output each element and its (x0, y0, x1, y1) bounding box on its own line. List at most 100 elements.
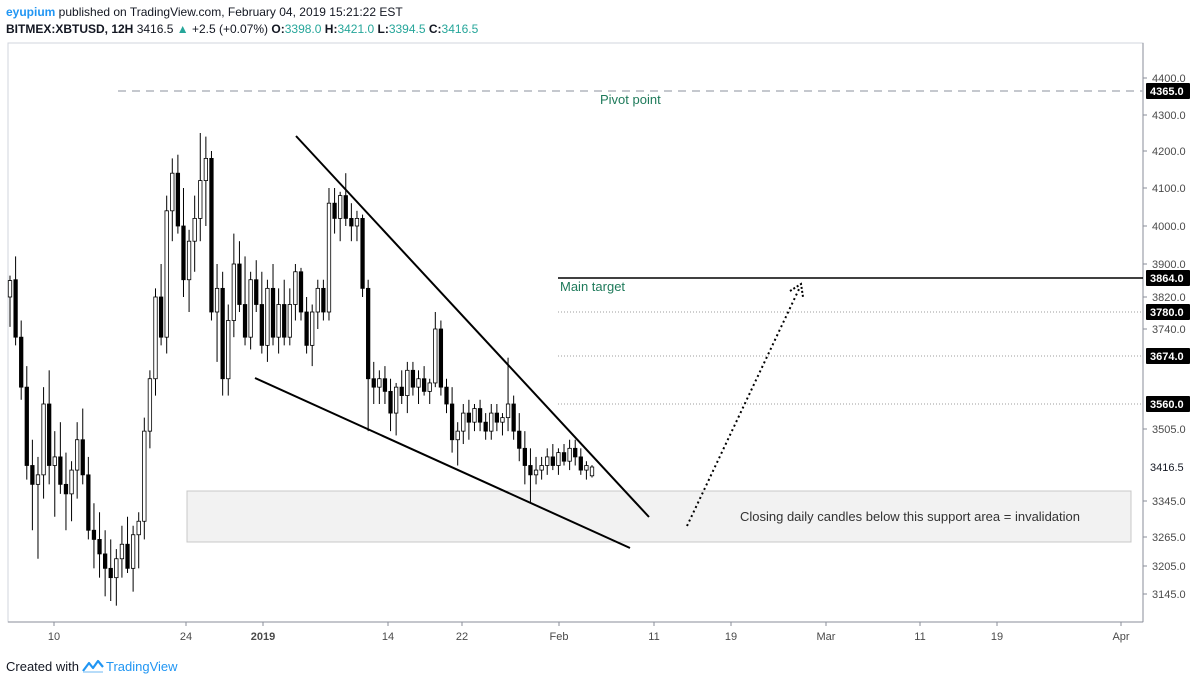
candlestick-series[interactable] (7, 133, 595, 606)
candle[interactable] (7, 275, 13, 327)
candle[interactable] (52, 431, 57, 517)
candle[interactable] (270, 264, 276, 346)
candle[interactable] (550, 444, 555, 471)
candle[interactable] (181, 188, 186, 297)
candle[interactable] (326, 188, 332, 321)
candle[interactable] (489, 404, 494, 440)
candle[interactable] (433, 312, 438, 388)
candle[interactable] (349, 203, 354, 242)
candle[interactable] (533, 456, 539, 485)
candle[interactable] (505, 357, 511, 432)
candle[interactable] (371, 361, 376, 404)
candle[interactable] (147, 370, 153, 449)
candle[interactable] (449, 387, 455, 453)
candle[interactable] (483, 413, 488, 440)
candle[interactable] (47, 370, 52, 485)
candle[interactable] (360, 214, 365, 297)
candle[interactable] (293, 264, 298, 321)
candle[interactable] (382, 366, 388, 404)
candle[interactable] (578, 448, 583, 475)
candle[interactable] (231, 233, 236, 338)
candle[interactable] (528, 448, 533, 504)
candle[interactable] (438, 320, 444, 396)
candle[interactable] (427, 378, 432, 404)
candle[interactable] (192, 195, 197, 272)
candle[interactable] (421, 366, 427, 396)
candle[interactable] (338, 191, 343, 242)
candle[interactable] (30, 439, 35, 531)
candle[interactable] (119, 525, 125, 578)
candle[interactable] (58, 422, 63, 494)
candle[interactable] (405, 361, 410, 414)
candle[interactable] (567, 439, 572, 471)
candle[interactable] (461, 404, 466, 445)
candle[interactable] (354, 210, 360, 242)
candle[interactable] (584, 461, 589, 480)
price-axis[interactable]: 4400.0 4300.0 4200.0 4100.0 4000.0 3900.0 3820… (1143, 73, 1186, 601)
candle[interactable] (186, 229, 192, 312)
candle[interactable] (321, 279, 326, 321)
candle[interactable] (164, 195, 169, 354)
candle[interactable] (114, 549, 119, 606)
candle[interactable] (226, 304, 231, 396)
candle[interactable] (254, 260, 259, 312)
author-link[interactable]: eyupium (6, 5, 56, 19)
candle[interactable] (393, 382, 399, 436)
candle[interactable] (41, 387, 46, 499)
candle[interactable] (158, 264, 164, 346)
candle[interactable] (573, 439, 578, 466)
candle[interactable] (315, 279, 320, 329)
candle[interactable] (304, 297, 309, 354)
candle[interactable] (494, 404, 500, 432)
candle[interactable] (276, 288, 281, 354)
candle[interactable] (80, 408, 85, 485)
projection-arrow[interactable] (686, 286, 801, 527)
candle[interactable] (298, 267, 304, 321)
candle[interactable] (522, 431, 527, 485)
candle[interactable] (170, 158, 175, 242)
candle[interactable] (75, 422, 80, 499)
candle[interactable] (511, 395, 516, 440)
candle[interactable] (142, 417, 147, 540)
candle[interactable] (136, 512, 141, 569)
candle[interactable] (69, 461, 74, 522)
support-zone[interactable] (186, 490, 1132, 543)
candle[interactable] (198, 133, 203, 242)
candle[interactable] (242, 256, 248, 346)
candle[interactable] (500, 413, 505, 436)
symbol-label[interactable]: BITMEX:XBTUSD, 12H (6, 22, 134, 36)
candle[interactable] (35, 456, 41, 559)
candle[interactable] (97, 512, 102, 578)
candle[interactable] (444, 378, 449, 414)
candle[interactable] (477, 399, 483, 432)
candle[interactable] (24, 366, 29, 480)
candle[interactable] (86, 456, 91, 540)
candle[interactable] (175, 154, 181, 234)
candle[interactable] (545, 448, 550, 475)
candle[interactable] (209, 151, 214, 321)
candle[interactable] (539, 456, 544, 480)
candle[interactable] (13, 256, 18, 346)
candle[interactable] (455, 422, 460, 466)
candle[interactable] (282, 279, 287, 346)
candle[interactable] (589, 465, 595, 478)
candle[interactable] (214, 264, 220, 362)
candle[interactable] (259, 271, 264, 354)
candle[interactable] (63, 452, 69, 531)
candle[interactable] (399, 370, 404, 404)
candle[interactable] (19, 320, 24, 400)
candle[interactable] (102, 530, 108, 597)
tradingview-link[interactable]: TradingView (82, 659, 178, 674)
candle[interactable] (237, 241, 242, 312)
candle[interactable] (517, 413, 522, 462)
candle[interactable] (416, 370, 421, 404)
candle[interactable] (287, 288, 292, 346)
candle[interactable] (220, 271, 225, 396)
candle[interactable] (561, 444, 567, 466)
candle[interactable] (388, 378, 393, 432)
candle[interactable] (466, 399, 472, 440)
candle[interactable] (153, 288, 158, 396)
candle[interactable] (248, 271, 253, 350)
candle[interactable] (343, 173, 348, 226)
